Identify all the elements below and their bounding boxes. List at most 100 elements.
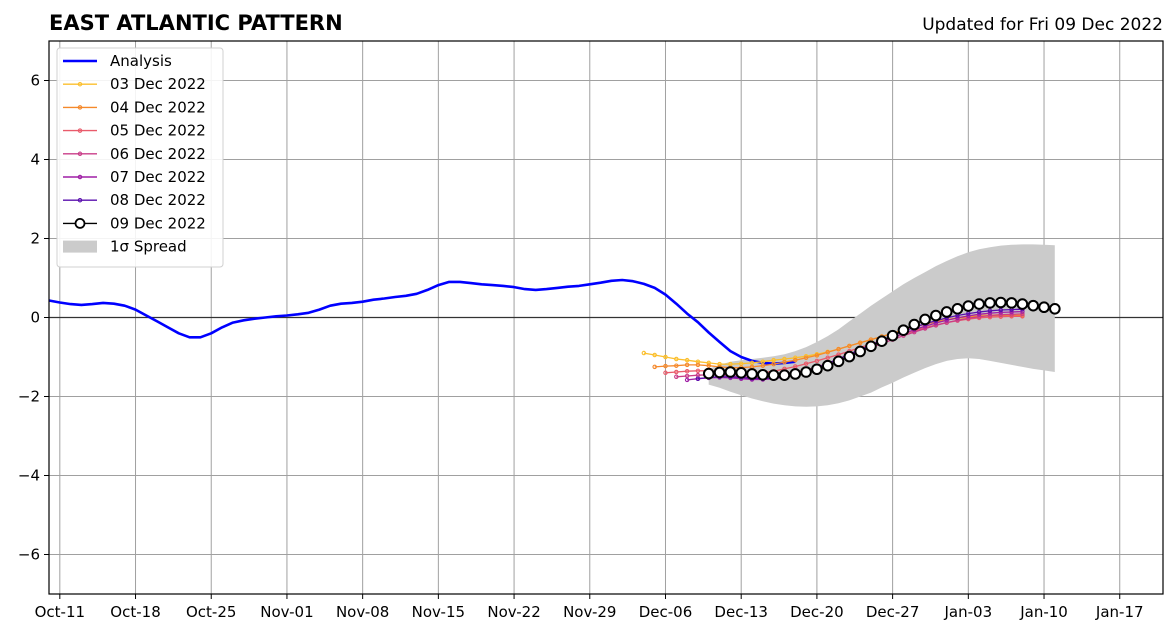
series-point xyxy=(933,323,939,328)
series-point xyxy=(782,359,787,365)
series-line xyxy=(654,314,1023,369)
legend-marker xyxy=(77,151,83,157)
x-tick-label: Jan-03 xyxy=(944,603,993,621)
chart-title: EAST ATLANTIC PATTERN xyxy=(49,11,343,35)
series-point xyxy=(684,362,690,368)
legend-marker xyxy=(74,217,86,229)
series-point xyxy=(674,374,679,379)
series-point xyxy=(760,359,766,364)
legend-label: Analysis xyxy=(110,52,172,70)
series-point xyxy=(951,303,964,315)
series-point xyxy=(674,369,679,375)
series-point xyxy=(760,363,766,368)
y-axis: 6 4 2 0 −2 −4 −6 xyxy=(18,72,49,564)
series-point xyxy=(865,340,877,353)
series-point xyxy=(724,366,737,378)
series-point xyxy=(825,355,830,361)
series-point xyxy=(735,367,747,379)
y-tick-label: −4 xyxy=(18,467,40,485)
series-point xyxy=(702,367,715,380)
legend-item: 1σ Spread xyxy=(63,238,187,256)
series-point xyxy=(1009,309,1014,315)
x-tick-label: Oct-18 xyxy=(110,603,160,621)
series-point xyxy=(857,340,863,346)
series-point xyxy=(706,363,711,368)
x-axis: Oct-11 Oct-18 Oct-25 Nov-01 Nov-08 Nov-15 Nov-… xyxy=(35,594,1144,621)
series-point xyxy=(875,335,888,348)
legend-label: 06 Dec 2022 xyxy=(110,145,206,163)
legend-marker xyxy=(77,81,83,87)
legend-label: 09 Dec 2022 xyxy=(110,214,206,232)
series-point xyxy=(814,358,820,364)
chart-subtitle: Updated for Fri 09 Dec 2022 xyxy=(922,15,1163,35)
series-point xyxy=(973,298,985,310)
series-point xyxy=(1020,314,1025,319)
legend-item: 09 Dec 2022 xyxy=(63,214,206,232)
x-tick-label: Nov-15 xyxy=(412,603,465,621)
series-point xyxy=(1027,299,1040,312)
series-point xyxy=(793,364,798,369)
series-point xyxy=(706,360,711,366)
x-tick-label: Dec-13 xyxy=(714,603,768,621)
legend-item: 06 Dec 2022 xyxy=(63,145,206,163)
x-tick-label: Nov-22 xyxy=(487,603,540,621)
x-tick-label: Dec-27 xyxy=(866,603,920,621)
legend-label: 1σ Spread xyxy=(110,238,187,256)
series-point xyxy=(695,362,701,368)
series-point xyxy=(793,357,798,363)
series-point xyxy=(1016,298,1029,310)
x-tick-label: Nov-01 xyxy=(260,603,313,621)
series-point xyxy=(789,368,802,380)
legend-label: 05 Dec 2022 xyxy=(110,122,206,140)
legend-label: 04 Dec 2022 xyxy=(110,98,206,116)
series-point xyxy=(825,350,830,355)
series-point xyxy=(800,366,812,378)
series-point xyxy=(1020,309,1025,314)
forecast-series xyxy=(702,296,1061,381)
series-point xyxy=(814,353,820,358)
legend-box xyxy=(56,47,224,268)
series-point xyxy=(767,369,780,381)
series-point xyxy=(674,363,679,368)
series-point xyxy=(641,350,647,356)
series-point xyxy=(966,316,971,321)
plot-area xyxy=(48,40,1164,595)
y-tick-label: −6 xyxy=(18,546,40,564)
series-point xyxy=(713,366,726,379)
series-point xyxy=(998,307,1004,313)
series-point xyxy=(684,373,690,379)
series-point xyxy=(854,345,866,358)
series-point xyxy=(695,376,701,381)
y-tick-label: 2 xyxy=(30,230,40,248)
series-point xyxy=(803,355,809,361)
legend-label: 03 Dec 2022 xyxy=(110,75,206,93)
series-point xyxy=(803,361,809,366)
series-point xyxy=(663,354,668,360)
y-tick-label: 6 xyxy=(30,72,40,90)
series-point xyxy=(1005,297,1018,309)
series-point xyxy=(793,355,798,361)
series-point xyxy=(1049,303,1061,315)
series-point xyxy=(847,343,852,349)
x-tick-label: Dec-06 xyxy=(639,603,693,621)
series-point xyxy=(976,314,982,319)
series-point xyxy=(778,369,791,381)
legend-marker xyxy=(77,174,83,180)
series-point xyxy=(663,363,668,369)
legend-swatch xyxy=(63,240,97,253)
series-point xyxy=(717,361,722,367)
legend-item: 03 Dec 2022 xyxy=(63,75,206,93)
series-point xyxy=(886,329,899,342)
series-point xyxy=(919,313,931,326)
series-point xyxy=(908,318,921,331)
series-point xyxy=(984,297,996,309)
series-point xyxy=(771,361,776,367)
series-point xyxy=(897,324,910,336)
series-point xyxy=(749,360,755,366)
series-point xyxy=(674,356,679,362)
series-point xyxy=(843,350,856,363)
legend: Analysis 03 Dec 2022 04 Dec 2022 05 Dec 202… xyxy=(56,47,224,268)
series-point xyxy=(966,311,971,316)
legend-item: 08 Dec 2022 xyxy=(63,191,206,209)
